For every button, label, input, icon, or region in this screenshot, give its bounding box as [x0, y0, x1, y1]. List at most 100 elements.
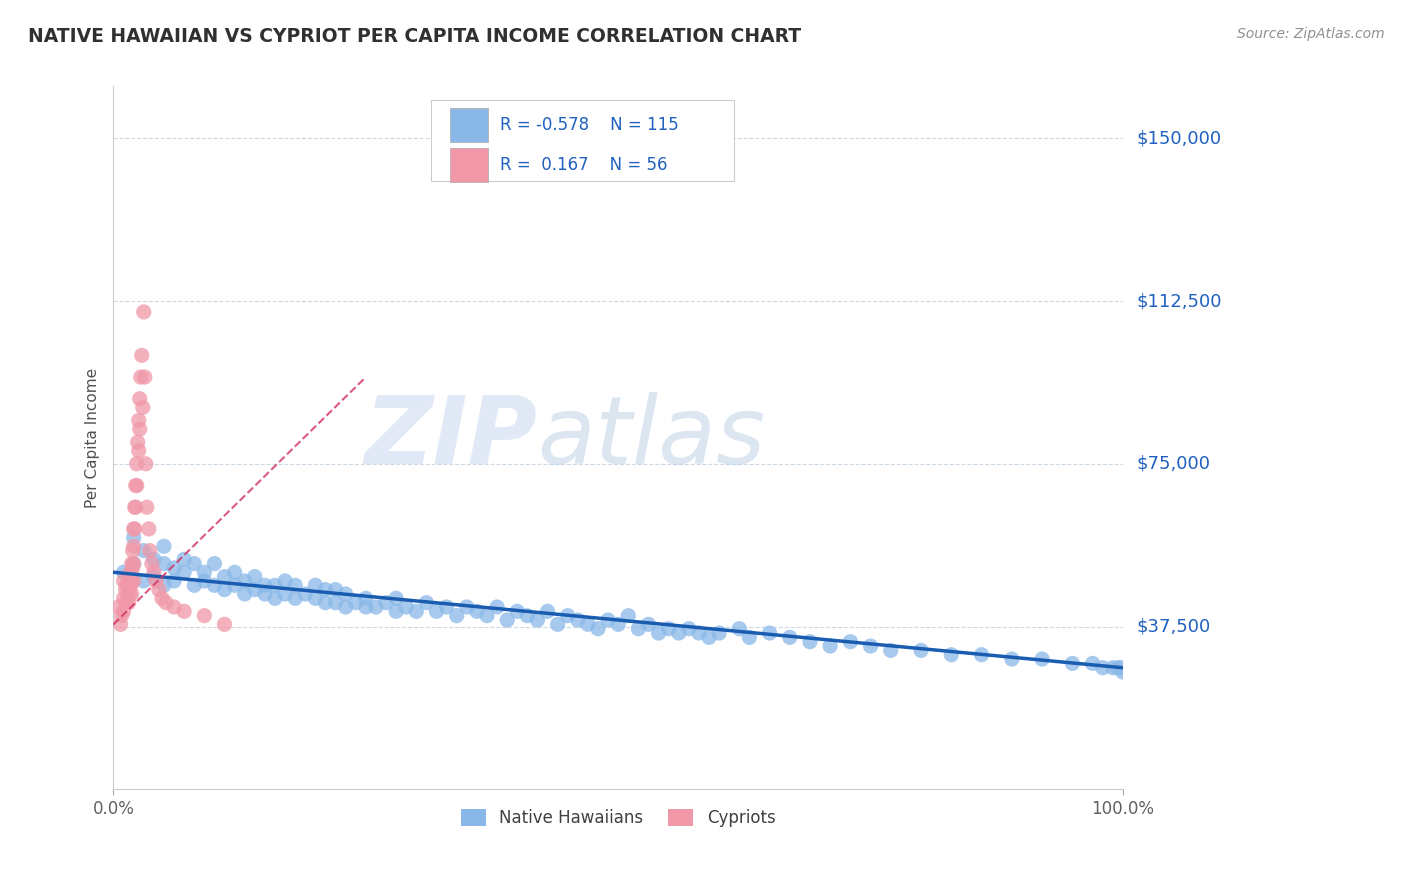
Point [304, 578, 326, 592]
Point [112, 591, 135, 606]
Point [779, 631, 801, 645]
Point [110, 608, 132, 623]
Point [118, 587, 141, 601]
Legend: Native Hawaiians, Cypriots: Native Hawaiians, Cypriots [454, 802, 782, 834]
Point [526, 613, 548, 627]
Point [536, 604, 558, 618]
Point [335, 599, 357, 614]
Point [118, 574, 141, 588]
Point [335, 587, 357, 601]
Point [1001, 652, 1024, 666]
Point [121, 587, 143, 601]
Point [107, 599, 129, 614]
Point [738, 631, 761, 645]
Text: $37,500: $37,500 [1137, 617, 1211, 635]
Point [264, 578, 287, 592]
Point [214, 617, 236, 632]
Point [127, 435, 149, 450]
Text: Source: ZipAtlas.com: Source: ZipAtlas.com [1237, 27, 1385, 41]
Point [304, 591, 326, 606]
Point [153, 539, 176, 553]
Point [243, 582, 266, 597]
Point [576, 617, 599, 632]
Point [122, 522, 145, 536]
Point [115, 578, 138, 592]
Point [128, 443, 150, 458]
Point [617, 608, 640, 623]
Point [122, 539, 145, 553]
Point [132, 305, 155, 319]
FancyBboxPatch shape [450, 108, 488, 142]
Point [214, 582, 236, 597]
Point [214, 569, 236, 583]
Point [117, 596, 139, 610]
Point [233, 587, 256, 601]
Point [120, 578, 142, 592]
Point [385, 591, 408, 606]
Point [678, 622, 700, 636]
Point [395, 599, 418, 614]
Point [145, 574, 167, 588]
Point [122, 574, 145, 588]
Point [112, 566, 135, 580]
Point [567, 613, 589, 627]
Point [150, 591, 173, 606]
Point [117, 582, 139, 597]
Text: atlas: atlas [537, 392, 766, 483]
Point [122, 557, 145, 571]
Point [128, 422, 150, 436]
Point [135, 500, 157, 515]
Point [204, 578, 226, 592]
Point [124, 500, 146, 515]
Point [121, 574, 143, 588]
Point [112, 604, 135, 618]
Point [125, 478, 148, 492]
Point [121, 543, 143, 558]
Point [183, 578, 205, 592]
Point [129, 370, 152, 384]
Y-axis label: Per Capita Income: Per Capita Income [86, 368, 100, 508]
Point [425, 604, 447, 618]
Point [142, 552, 165, 566]
Point [839, 634, 862, 648]
Point [141, 557, 163, 571]
Point [274, 574, 297, 588]
Point [284, 591, 307, 606]
Point [193, 608, 215, 623]
Point [163, 561, 186, 575]
Point [859, 639, 882, 653]
Point [122, 557, 145, 571]
Text: ZIP: ZIP [364, 392, 537, 483]
Point [124, 522, 146, 536]
Point [586, 622, 609, 636]
Point [112, 574, 135, 588]
Point [647, 626, 669, 640]
Point [598, 613, 620, 627]
Point [132, 401, 155, 415]
Text: $150,000: $150,000 [1137, 129, 1222, 147]
Point [173, 552, 195, 566]
Point [970, 648, 993, 662]
Point [910, 643, 932, 657]
Point [627, 622, 650, 636]
Point [264, 591, 287, 606]
Point [880, 643, 903, 657]
Point [121, 561, 143, 575]
Point [446, 608, 468, 623]
Point [354, 591, 377, 606]
Point [132, 574, 155, 588]
Point [224, 566, 246, 580]
Point [148, 582, 170, 597]
Point [658, 622, 681, 636]
Point [163, 574, 186, 588]
Point [193, 566, 215, 580]
Point [375, 596, 398, 610]
Point [385, 604, 408, 618]
Point [1062, 657, 1084, 671]
Point [688, 626, 710, 640]
Point [173, 604, 195, 618]
Point [314, 582, 336, 597]
Point [134, 370, 156, 384]
Point [496, 613, 519, 627]
Point [128, 413, 150, 427]
